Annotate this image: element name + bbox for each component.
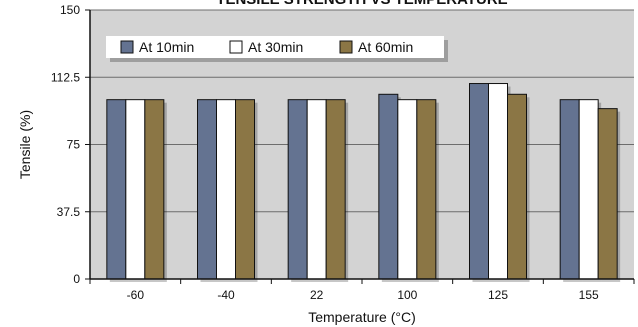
chart-title: TENSILE STRENGTH VS TEMPERATURE: [216, 0, 507, 8]
legend-label: At 30min: [248, 39, 303, 55]
x-tick-label: 100: [397, 288, 417, 302]
bar: [507, 93, 527, 280]
legend-box: [106, 36, 444, 58]
x-tick-labels: -60 -40 22 100 125 155: [127, 288, 599, 302]
x-tick-label: -40: [217, 288, 235, 302]
y-tick-label: 112.5: [51, 70, 80, 84]
bar: [106, 99, 127, 280]
legend-swatch: [229, 40, 243, 54]
bar: [216, 99, 236, 280]
x-tick-label: 125: [488, 288, 508, 302]
bar: [378, 93, 399, 280]
bar: [597, 108, 618, 280]
bar: [125, 99, 146, 280]
y-tick-label: 37.5: [57, 205, 81, 219]
axes: [85, 9, 635, 284]
bar: [397, 99, 418, 280]
bar: [235, 99, 255, 280]
bar: [416, 99, 437, 280]
x-tick-label: 155: [579, 288, 599, 302]
bars: [106, 83, 621, 283]
y-axis-title: Tensile (%): [17, 110, 33, 179]
legend: At 10min At 30min At 60min: [106, 36, 448, 62]
y-tick-label: 0: [73, 272, 80, 286]
x-tick-label: -60: [127, 288, 145, 302]
bar: [578, 99, 599, 280]
y-tick-labels: 0 37.5 75 112.5 150: [51, 3, 80, 286]
legend-label: At 60min: [358, 39, 413, 55]
x-tick-label: 22: [310, 288, 324, 302]
bar: [559, 99, 580, 280]
legend-label: At 10min: [139, 39, 194, 55]
bar: [488, 83, 508, 280]
y-tick-label: 75: [67, 138, 81, 152]
x-axis-title: Temperature (°C): [308, 309, 416, 325]
bar: [306, 99, 327, 280]
legend-swatch: [120, 40, 134, 54]
bar: [144, 99, 165, 280]
bar: [287, 99, 308, 280]
legend-swatch: [339, 40, 353, 54]
y-tick-label: 150: [60, 3, 80, 17]
bar: [197, 99, 217, 280]
bar: [469, 83, 489, 280]
bar: [325, 99, 346, 280]
